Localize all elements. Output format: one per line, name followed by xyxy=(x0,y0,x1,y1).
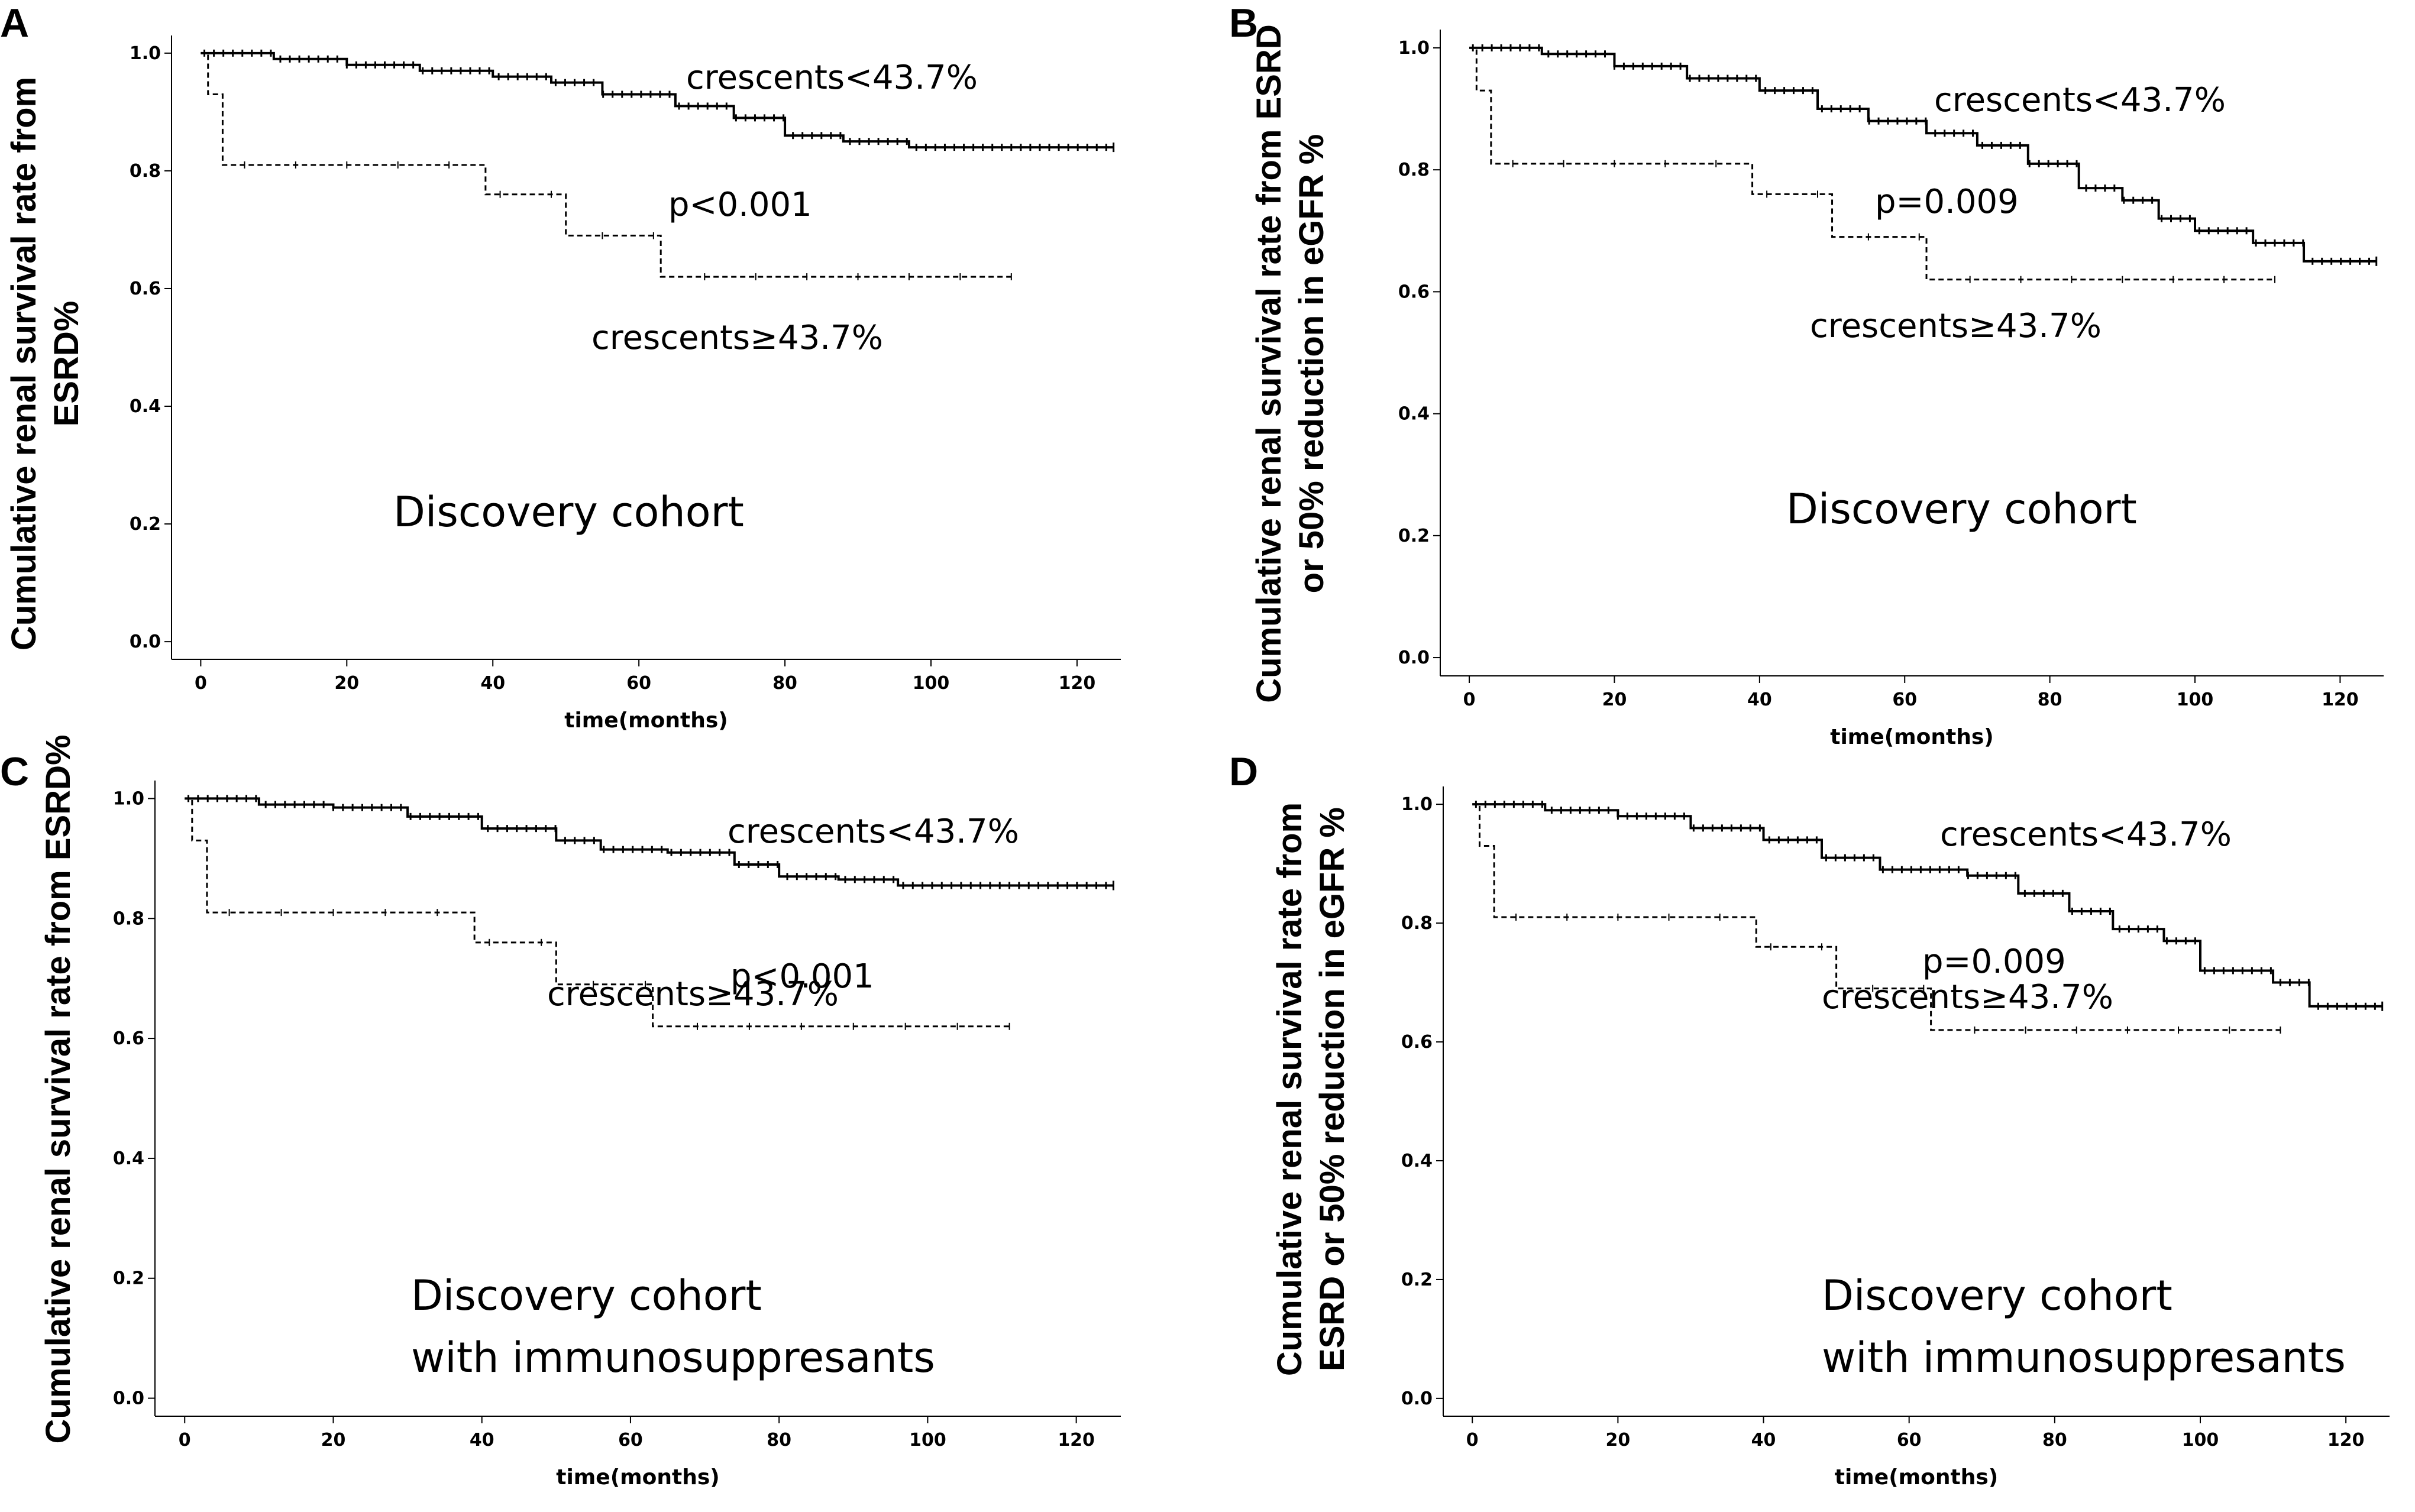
x-tick-label: 20 xyxy=(334,673,359,694)
y-tick-label: 0.2 xyxy=(113,1268,144,1289)
label-crescents-low: crescents<43.7% xyxy=(686,59,978,97)
y-axis-title-line: or 50% reduction in eGFR % xyxy=(1292,134,1331,594)
y-tick-label: 0.6 xyxy=(1398,281,1430,302)
x-tick-label: 80 xyxy=(772,673,797,694)
x-axis-title: time(months) xyxy=(1830,725,1994,749)
x-tick-label: 40 xyxy=(1747,689,1772,710)
y-axis-title-line: Cumulative renal survival rate from ESRD… xyxy=(39,734,77,1443)
label-crescents-low: crescents<43.7% xyxy=(728,812,1019,851)
x-tick-label: 120 xyxy=(1058,1430,1095,1451)
y-tick-label: 0.4 xyxy=(113,1148,144,1169)
y-axis-title-line: Cumulative renal survival rate from xyxy=(1270,802,1309,1376)
panel-b: B 0.0 0.2 0.4 0.6 0.8 1.0 0 20 40 60 80 100 120 time(m… xyxy=(1229,1,2384,749)
survival-curve-high-crescents xyxy=(1472,803,2281,1031)
x-tick-label: 0 xyxy=(1466,1430,1479,1451)
x-tick-label: 100 xyxy=(2182,1430,2219,1451)
panel-letter: A xyxy=(0,1,29,46)
y-tick-label: 1.0 xyxy=(113,788,144,809)
x-tick-label: 0 xyxy=(179,1430,191,1451)
label-crescents-low: crescents<43.7% xyxy=(1940,815,2232,854)
label-crescents-high: crescents≥43.7% xyxy=(547,975,839,1014)
y-tick-label: 0.8 xyxy=(130,161,161,182)
p-value-label: p<0.001 xyxy=(668,186,812,224)
y-tick-label: 0.4 xyxy=(1401,1151,1433,1171)
x-tick-label: 80 xyxy=(767,1430,791,1451)
y-tick-label: 1.0 xyxy=(1401,794,1433,815)
panel-a: A 0.0 0.2 0.4 0.6 0.8 1.0 0 20 40 60 80 100 120 time(m… xyxy=(0,1,1121,733)
y-tick-label: 0.0 xyxy=(130,632,161,652)
y-tick-label: 0.4 xyxy=(1398,404,1430,425)
y-axis-title-line: Cumulative renal survival rate from ESRD xyxy=(1250,24,1288,703)
panel-letter: D xyxy=(1229,749,1258,794)
cohort-label-line: with immunosuppresants xyxy=(1822,1333,2346,1382)
y-tick-label: 0.8 xyxy=(1398,160,1430,180)
p-value-label: p=0.009 xyxy=(1875,183,2019,221)
y-tick-label: 1.0 xyxy=(130,43,161,64)
label-crescents-low: crescents<43.7% xyxy=(1934,81,2226,119)
y-tick-label: 0.2 xyxy=(1398,526,1430,546)
y-axis-title-line: ESRD or 50% reduction in eGFR % xyxy=(1313,807,1352,1371)
x-tick-label: 120 xyxy=(2322,689,2359,710)
label-crescents-high: crescents≥43.7% xyxy=(1810,307,2102,345)
label-crescents-high: crescents≥43.7% xyxy=(1822,978,2113,1016)
y-tick-label: 0.6 xyxy=(130,279,161,299)
x-tick-label: 80 xyxy=(2042,1430,2067,1451)
panel-letter: C xyxy=(0,749,29,794)
y-tick-label: 0.0 xyxy=(113,1388,144,1409)
cohort-label-line: Discovery cohort xyxy=(1786,485,2137,533)
x-tick-label: 40 xyxy=(480,673,505,694)
x-tick-label: 20 xyxy=(321,1430,346,1451)
y-tick-label: 1.0 xyxy=(1398,38,1430,59)
cohort-label-line: with immunosuppresants xyxy=(411,1333,935,1382)
x-tick-label: 0 xyxy=(1463,689,1476,710)
x-tick-label: 40 xyxy=(470,1430,494,1451)
x-tick-label: 20 xyxy=(1602,689,1627,710)
y-tick-label: 0.8 xyxy=(113,908,144,929)
panel-d: D 0.0 0.2 0.4 0.6 0.8 1.0 0 20 40 60 80 100 120 time(m… xyxy=(1229,749,2390,1490)
y-tick-label: 0.0 xyxy=(1398,647,1430,668)
y-axis-title-line: ESRD% xyxy=(47,301,86,427)
x-tick-label: 0 xyxy=(195,673,207,694)
x-tick-label: 60 xyxy=(1892,689,1917,710)
x-tick-label: 60 xyxy=(618,1430,643,1451)
x-axis-title: time(months) xyxy=(564,708,728,733)
x-tick-label: 20 xyxy=(1606,1430,1631,1451)
y-tick-label: 0.6 xyxy=(1401,1032,1433,1053)
label-crescents-high: crescents≥43.7% xyxy=(591,319,883,357)
y-tick-label: 0.4 xyxy=(130,396,161,417)
survival-curve-high-crescents xyxy=(201,52,1011,278)
survival-curve-low-crescents xyxy=(1472,803,2382,1008)
x-tick-label: 40 xyxy=(1751,1430,1776,1451)
panel-c: C 0.0 0.2 0.4 0.6 0.8 1.0 0 20 40 60 80 100 120 time(m… xyxy=(0,734,1121,1490)
x-tick-label: 100 xyxy=(913,673,950,694)
x-tick-label: 80 xyxy=(2038,689,2062,710)
cohort-label-line: Discovery cohort xyxy=(393,488,744,536)
p-value-label: p<0.001 xyxy=(730,957,874,996)
survival-curve-low-crescents xyxy=(1469,46,2377,263)
x-tick-label: 60 xyxy=(1897,1430,1922,1451)
x-axis-title: time(months) xyxy=(1835,1465,1999,1490)
x-tick-label: 120 xyxy=(2327,1430,2365,1451)
p-value-label: p=0.009 xyxy=(1922,943,2066,981)
y-tick-label: 0.2 xyxy=(130,514,161,535)
x-tick-label: 60 xyxy=(626,673,651,694)
y-tick-label: 0.2 xyxy=(1401,1270,1433,1290)
y-tick-label: 0.8 xyxy=(1401,913,1433,934)
x-tick-label: 100 xyxy=(2177,689,2214,710)
y-tick-label: 0.6 xyxy=(113,1028,144,1049)
x-axis-title: time(months) xyxy=(556,1465,720,1490)
x-tick-label: 100 xyxy=(909,1430,946,1451)
y-tick-label: 0.0 xyxy=(1401,1388,1433,1409)
cohort-label-line: Discovery cohort xyxy=(411,1271,762,1320)
x-tick-label: 120 xyxy=(1059,673,1096,694)
cohort-label-line: Discovery cohort xyxy=(1822,1271,2172,1320)
survival-curve-high-crescents xyxy=(185,797,1010,1028)
y-axis-title-line: Cumulative renal survival rate from xyxy=(5,77,43,650)
panel-letter: B xyxy=(1229,1,1258,46)
